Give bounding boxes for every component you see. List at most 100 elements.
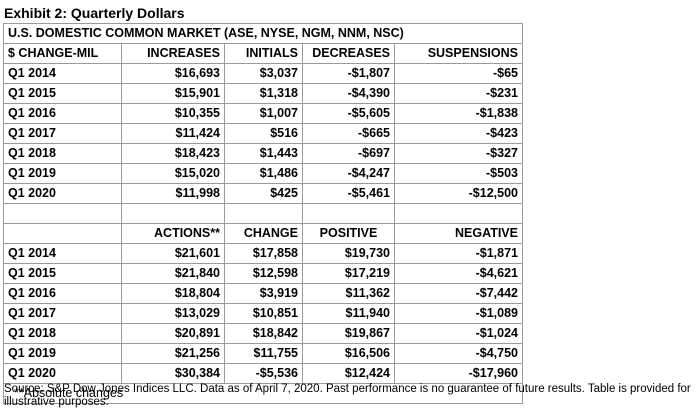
table1-value-cell: -$231 (394, 83, 523, 104)
table1-value-cell: -$697 (302, 143, 395, 164)
table2-row: Q1 2020 $30,384 -$5,536 $12,424 -$17,960 (3, 363, 523, 384)
table2-value-cell: $10,851 (224, 303, 303, 324)
table2-value-cell: $19,867 (302, 323, 395, 344)
quarter-label: Q1 2014 (3, 243, 122, 264)
quarter-label: Q1 2015 (3, 263, 122, 284)
table2-header-cell (3, 223, 122, 244)
table2-value-cell: $3,919 (224, 283, 303, 304)
quarter-label: Q1 2017 (3, 123, 122, 144)
table2-value-cell: $30,384 (121, 363, 225, 384)
table1-value-cell: -$5,461 (302, 183, 395, 204)
table2-row: Q1 2018 $20,891 $18,842 $19,867 -$1,024 (3, 323, 523, 344)
table1-value-cell: $16,693 (121, 63, 225, 84)
quarter-label: Q1 2019 (3, 343, 122, 364)
table2-value-cell: $20,891 (121, 323, 225, 344)
table1-header-cell: INITIALS (224, 43, 303, 64)
table2-value-cell: -$1,024 (394, 323, 523, 344)
quarter-label: Q1 2014 (3, 63, 122, 84)
table1-header-row: $ CHANGE-MIL INCREASES INITIALS DECREASES SU… (3, 43, 523, 64)
table1-value-cell: -$665 (302, 123, 395, 144)
table1-value-cell: $1,486 (224, 163, 303, 184)
table1-value-cell: $18,423 (121, 143, 225, 164)
table1-value-cell: $425 (224, 183, 303, 204)
table1-header-cell: DECREASES (302, 43, 395, 64)
table2-header-cell: POSITIVE (302, 223, 395, 244)
table2-value-cell: $17,858 (224, 243, 303, 264)
table2-value-cell: $21,256 (121, 343, 225, 364)
table2-value-cell: $12,598 (224, 263, 303, 284)
table1-value-cell: -$423 (394, 123, 523, 144)
quarter-label: Q1 2020 (3, 363, 122, 384)
table2-header-cell: NEGATIVE (394, 223, 523, 244)
quarter-label: Q1 2020 (3, 183, 122, 204)
table1-value-cell: $3,037 (224, 63, 303, 84)
table1-value-cell: $11,424 (121, 123, 225, 144)
table1-value-cell: $516 (224, 123, 303, 144)
table2-row: Q1 2016 $18,804 $3,919 $11,362 -$7,442 (3, 283, 523, 304)
table1-value-cell: -$65 (394, 63, 523, 84)
table2-header-cell: CHANGE (224, 223, 303, 244)
quarter-label: Q1 2016 (3, 283, 122, 304)
table1-value-cell: $1,318 (224, 83, 303, 104)
quarter-label: Q1 2017 (3, 303, 122, 324)
table1-value-cell: $15,020 (121, 163, 225, 184)
spacer-cell (302, 203, 395, 224)
table1-row: Q1 2014 $16,693 $3,037 -$1,807 -$65 (3, 63, 523, 84)
table1-value-cell: -$1,838 (394, 103, 523, 124)
table2-value-cell: $13,029 (121, 303, 225, 324)
table2-value-cell: $19,730 (302, 243, 395, 264)
table2-value-cell: $11,940 (302, 303, 395, 324)
table2-value-cell: $21,840 (121, 263, 225, 284)
table1-value-cell: -$503 (394, 163, 523, 184)
footnote-row: **Absolute changes (3, 383, 523, 404)
table2-value-cell: $18,804 (121, 283, 225, 304)
table1-value-cell: -$5,605 (302, 103, 395, 124)
table2-value-cell: $18,842 (224, 323, 303, 344)
table1-value-cell: $10,355 (121, 103, 225, 124)
quarter-label: Q1 2015 (3, 83, 122, 104)
table1-value-cell: $1,443 (224, 143, 303, 164)
table2-value-cell: $17,219 (302, 263, 395, 284)
exhibit-title: Exhibit 2: Quarterly Dollars (4, 5, 185, 21)
table1-row: Q1 2016 $10,355 $1,007 -$5,605 -$1,838 (3, 103, 523, 124)
quarterly-dollars-table: U.S. DOMESTIC COMMON MARKET (ASE, NYSE, … (3, 23, 523, 404)
table2-value-cell: $21,601 (121, 243, 225, 264)
spacer-cell (3, 203, 122, 224)
footnote: **Absolute changes (3, 383, 523, 404)
table1-header-cell: SUSPENSIONS (394, 43, 523, 64)
spacer-row (3, 203, 523, 224)
table1-value-cell: -$1,807 (302, 63, 395, 84)
table1-row: Q1 2015 $15,901 $1,318 -$4,390 -$231 (3, 83, 523, 104)
table-body: U.S. DOMESTIC COMMON MARKET (ASE, NYSE, … (3, 23, 523, 404)
quarter-label: Q1 2019 (3, 163, 122, 184)
market-header-row: U.S. DOMESTIC COMMON MARKET (ASE, NYSE, … (3, 23, 523, 44)
quarter-label: Q1 2016 (3, 103, 122, 124)
table1-value-cell: -$4,247 (302, 163, 395, 184)
table1-row: Q1 2017 $11,424 $516 -$665 -$423 (3, 123, 523, 144)
source-note: Source: S&P Dow Jones Indices LLC. Data … (4, 383, 691, 408)
table1-row: Q1 2018 $18,423 $1,443 -$697 -$327 (3, 143, 523, 164)
table2-header-row: ACTIONS** CHANGE POSITIVE NEGATIVE (3, 223, 523, 244)
quarter-label: Q1 2018 (3, 143, 122, 164)
table1-value-cell: $11,998 (121, 183, 225, 204)
table1-value-cell: -$327 (394, 143, 523, 164)
table2-value-cell: -$1,871 (394, 243, 523, 264)
table2-value-cell: -$7,442 (394, 283, 523, 304)
table2-value-cell: $16,506 (302, 343, 395, 364)
table2-value-cell: -$4,621 (394, 263, 523, 284)
spacer-cell (224, 203, 303, 224)
table2-row: Q1 2019 $21,256 $11,755 $16,506 -$4,750 (3, 343, 523, 364)
table2-row: Q1 2017 $13,029 $10,851 $11,940 -$1,089 (3, 303, 523, 324)
table2-value-cell: -$1,089 (394, 303, 523, 324)
table1-value-cell: $1,007 (224, 103, 303, 124)
spacer-cell (121, 203, 225, 224)
table2-value-cell: -$5,536 (224, 363, 303, 384)
table1-value-cell: $15,901 (121, 83, 225, 104)
table1-header-cell: INCREASES (121, 43, 225, 64)
table2-value-cell: -$17,960 (394, 363, 523, 384)
market-header: U.S. DOMESTIC COMMON MARKET (ASE, NYSE, … (3, 23, 523, 44)
table1-value-cell: -$4,390 (302, 83, 395, 104)
table1-header-cell: $ CHANGE-MIL (3, 43, 122, 64)
table2-row: Q1 2014 $21,601 $17,858 $19,730 -$1,871 (3, 243, 523, 264)
table2-value-cell: -$4,750 (394, 343, 523, 364)
